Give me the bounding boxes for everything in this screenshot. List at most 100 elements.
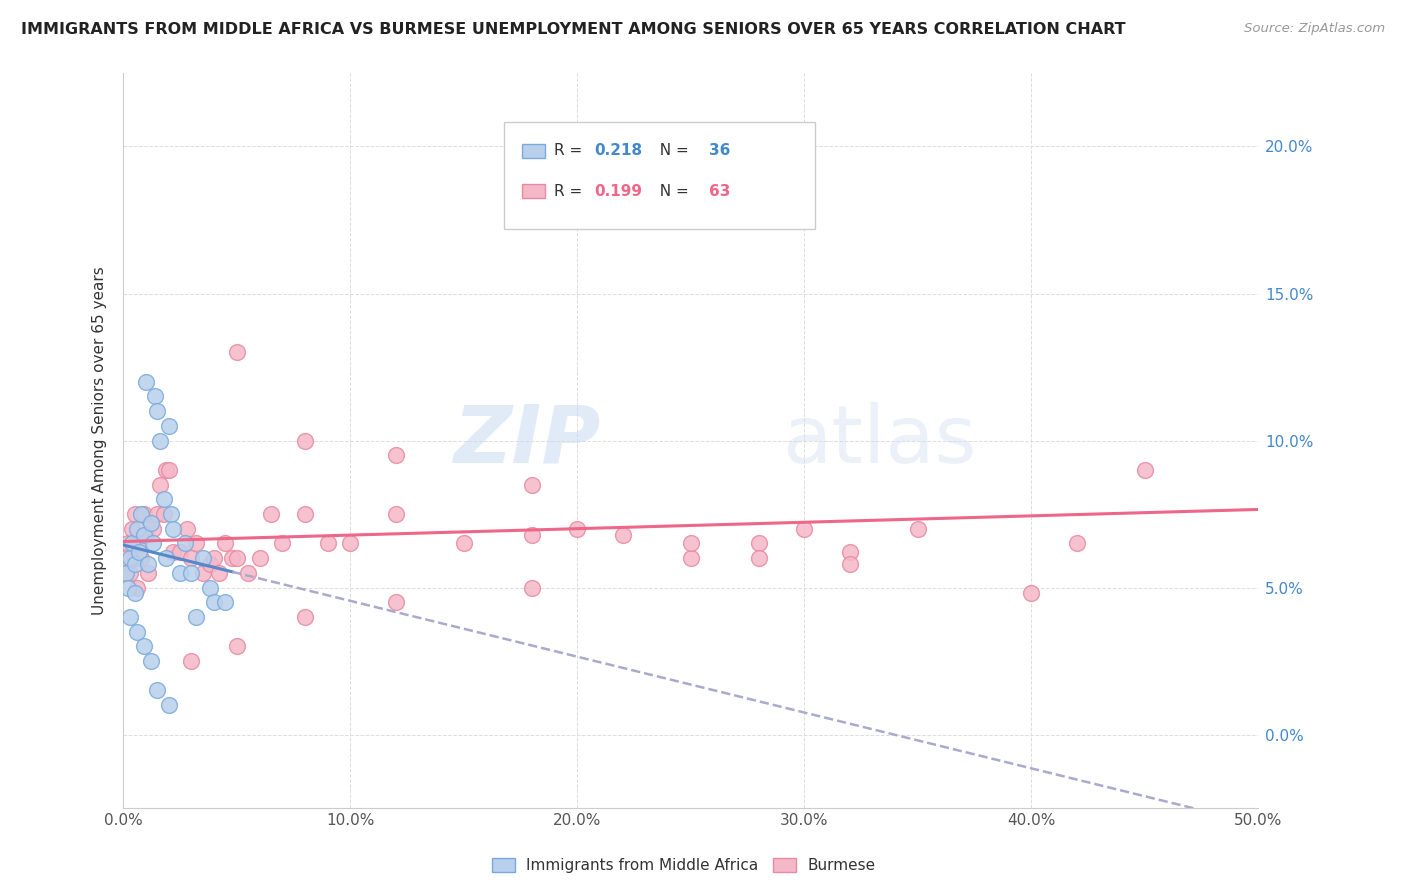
Point — [1133, 463, 1156, 477]
Point — [169, 545, 191, 559]
Point — [679, 536, 702, 550]
Point — [114, 551, 136, 566]
Point — [121, 522, 143, 536]
Point — [169, 566, 191, 580]
Text: Burmese: Burmese — [807, 858, 875, 872]
Point — [294, 507, 316, 521]
Text: 0.199: 0.199 — [593, 184, 643, 199]
Point — [125, 522, 148, 536]
Point — [149, 434, 172, 448]
Text: N =: N = — [650, 144, 693, 159]
Point — [748, 551, 770, 566]
Point — [120, 610, 142, 624]
Point — [339, 536, 361, 550]
Text: R =: R = — [554, 184, 588, 199]
Point — [121, 536, 143, 550]
Point — [225, 640, 247, 654]
Point — [157, 463, 180, 477]
Point — [143, 389, 166, 403]
Point — [155, 551, 177, 566]
Point — [132, 640, 155, 654]
Point — [128, 536, 150, 550]
Point — [124, 507, 146, 521]
Point — [173, 536, 195, 550]
Point — [793, 522, 815, 536]
Point — [131, 551, 153, 566]
Point — [679, 169, 702, 183]
Point — [124, 551, 146, 566]
Text: IMMIGRANTS FROM MIDDLE AFRICA VS BURMESE UNEMPLOYMENT AMONG SENIORS OVER 65 YEAR: IMMIGRANTS FROM MIDDLE AFRICA VS BURMESE… — [21, 22, 1126, 37]
Point — [184, 610, 207, 624]
Text: 63: 63 — [709, 184, 731, 199]
Point — [271, 536, 294, 550]
Point — [202, 595, 225, 609]
Text: 36: 36 — [709, 144, 731, 159]
Point — [139, 516, 162, 530]
Point — [180, 654, 202, 668]
Point — [162, 522, 184, 536]
Point — [120, 551, 142, 566]
Point — [202, 551, 225, 566]
Point — [198, 581, 221, 595]
Point — [162, 545, 184, 559]
Point — [520, 527, 543, 541]
Point — [153, 507, 176, 521]
Point — [294, 610, 316, 624]
Point — [1021, 586, 1043, 600]
Point — [236, 566, 259, 580]
Text: R =: R = — [554, 144, 588, 159]
Point — [120, 566, 142, 580]
Point — [838, 557, 860, 571]
Point — [142, 522, 165, 536]
Point — [198, 557, 221, 571]
Point — [124, 557, 146, 571]
Point — [124, 586, 146, 600]
Point — [221, 551, 243, 566]
Point — [132, 527, 155, 541]
Point — [907, 522, 929, 536]
Point — [838, 545, 860, 559]
Point — [180, 551, 202, 566]
Text: ZIP: ZIP — [453, 401, 600, 480]
Point — [146, 507, 169, 521]
Text: Source: ZipAtlas.com: Source: ZipAtlas.com — [1244, 22, 1385, 36]
Point — [157, 698, 180, 713]
Text: 0.218: 0.218 — [593, 144, 643, 159]
Point — [176, 522, 198, 536]
Point — [384, 448, 406, 462]
Point — [155, 463, 177, 477]
Point — [125, 581, 148, 595]
Point — [520, 581, 543, 595]
Point — [214, 595, 236, 609]
Point — [214, 536, 236, 550]
Point — [142, 536, 165, 550]
Point — [225, 551, 247, 566]
Point — [453, 536, 475, 550]
Point — [384, 507, 406, 521]
Point — [149, 477, 172, 491]
Point — [294, 434, 316, 448]
Point — [249, 551, 271, 566]
Point — [748, 536, 770, 550]
Y-axis label: Unemployment Among Seniors over 65 years: Unemployment Among Seniors over 65 years — [93, 266, 107, 615]
Point — [132, 507, 155, 521]
Point — [135, 527, 157, 541]
Point — [208, 566, 231, 580]
Text: Immigrants from Middle Africa: Immigrants from Middle Africa — [526, 858, 758, 872]
Point — [136, 557, 159, 571]
Point — [316, 536, 339, 550]
Point — [157, 418, 180, 433]
Point — [612, 527, 634, 541]
Point — [260, 507, 283, 521]
Point — [153, 492, 176, 507]
Point — [117, 581, 139, 595]
Text: atlas: atlas — [782, 401, 976, 480]
Point — [184, 536, 207, 550]
Point — [679, 551, 702, 566]
Point — [160, 507, 183, 521]
Point — [191, 551, 214, 566]
Point — [191, 566, 214, 580]
Point — [146, 683, 169, 698]
Point — [128, 545, 150, 559]
Point — [136, 566, 159, 580]
